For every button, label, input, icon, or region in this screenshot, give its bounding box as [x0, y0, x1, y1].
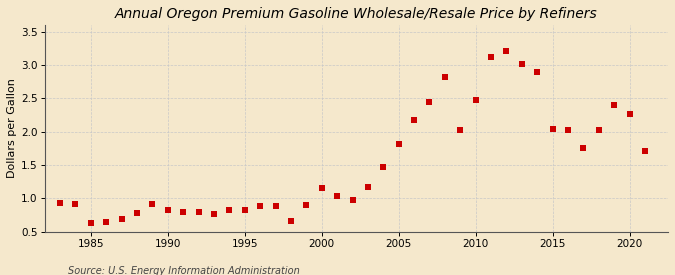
Point: [640, 149, 651, 153]
Point: [394, 142, 404, 146]
Text: Source: U.S. Energy Information Administration: Source: U.S. Energy Information Administ…: [68, 266, 299, 275]
Point: [362, 185, 373, 189]
Point: [501, 49, 512, 53]
Point: [70, 202, 81, 206]
Point: [532, 69, 543, 74]
Point: [301, 203, 312, 207]
Point: [562, 128, 573, 133]
Point: [424, 100, 435, 104]
Point: [455, 128, 466, 132]
Point: [193, 210, 204, 215]
Point: [578, 146, 589, 151]
Point: [331, 194, 342, 198]
Point: [593, 128, 604, 133]
Point: [470, 98, 481, 103]
Point: [132, 211, 142, 215]
Point: [116, 216, 127, 221]
Point: [516, 61, 527, 66]
Point: [485, 55, 496, 59]
Point: [408, 118, 419, 123]
Point: [101, 220, 111, 224]
Point: [55, 201, 65, 205]
Point: [286, 218, 296, 223]
Point: [209, 212, 219, 216]
Point: [439, 75, 450, 79]
Point: [254, 204, 265, 208]
Point: [240, 208, 250, 212]
Title: Annual Oregon Premium Gasoline Wholesale/Resale Price by Refiners: Annual Oregon Premium Gasoline Wholesale…: [115, 7, 598, 21]
Point: [224, 208, 235, 212]
Point: [609, 103, 620, 107]
Point: [347, 198, 358, 203]
Point: [547, 127, 558, 131]
Point: [624, 111, 635, 116]
Point: [270, 204, 281, 209]
Point: [163, 208, 173, 212]
Point: [378, 165, 389, 169]
Point: [147, 202, 158, 206]
Point: [178, 210, 188, 214]
Point: [317, 186, 327, 191]
Point: [86, 221, 97, 226]
Y-axis label: Dollars per Gallon: Dollars per Gallon: [7, 78, 17, 178]
